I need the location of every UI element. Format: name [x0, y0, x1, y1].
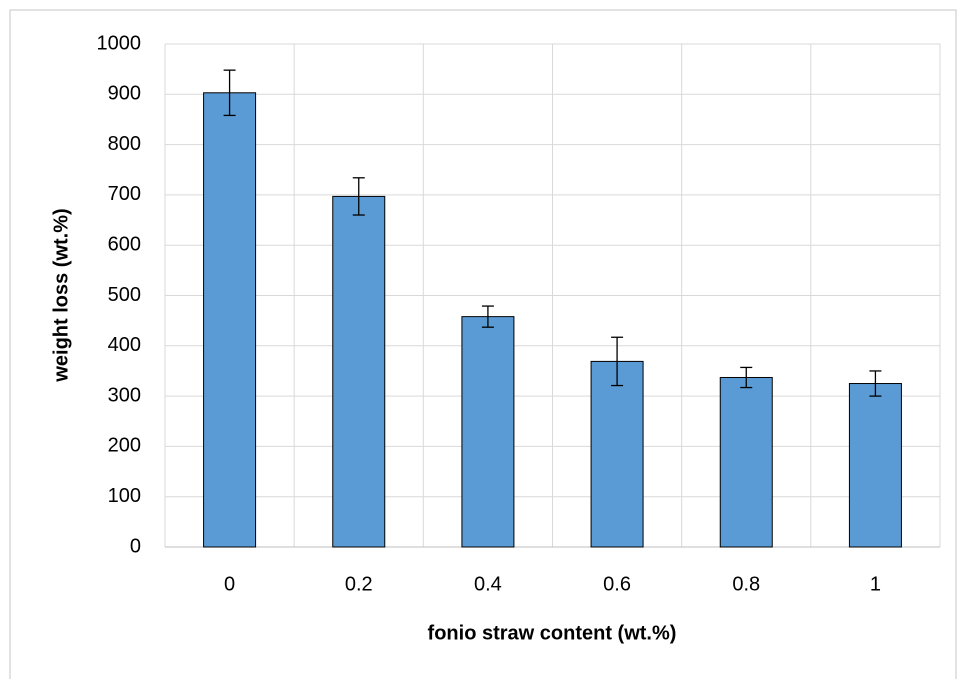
x-tick-label: 1 [870, 573, 881, 595]
x-tick-label: 0.6 [603, 573, 631, 595]
error-bar [869, 370, 882, 397]
error-bar [740, 366, 753, 389]
y-tick-label: 100 [108, 485, 141, 507]
y-axis-title: weight loss (wt.%) [50, 208, 72, 382]
y-tick-label: 200 [108, 435, 141, 457]
x-tick-label: 0 [224, 573, 235, 595]
y-tick-label: 300 [108, 384, 141, 406]
x-axis-title: fonio straw content (wt.%) [428, 622, 677, 644]
y-tick-label: 0 [130, 535, 141, 557]
y-tick-label: 400 [108, 334, 141, 356]
y-tick-label: 500 [108, 284, 141, 306]
error-bar [223, 69, 236, 117]
error-bar [611, 336, 624, 387]
x-tick-label: 0.2 [345, 573, 373, 595]
x-tick-label: 0.4 [474, 573, 502, 595]
bar [332, 195, 386, 548]
y-tick-label: 900 [108, 83, 141, 105]
error-bar [352, 177, 365, 216]
bar [461, 316, 515, 548]
y-tick-label: 700 [108, 183, 141, 205]
bar [719, 376, 773, 548]
bar [590, 360, 644, 548]
y-tick-label: 600 [108, 233, 141, 255]
y-tick-label: 1000 [97, 32, 142, 54]
bar [203, 92, 257, 548]
x-tick-label: 0.8 [732, 573, 760, 595]
y-tick-label: 800 [108, 133, 141, 155]
error-bar [481, 305, 494, 328]
bar [848, 383, 902, 548]
